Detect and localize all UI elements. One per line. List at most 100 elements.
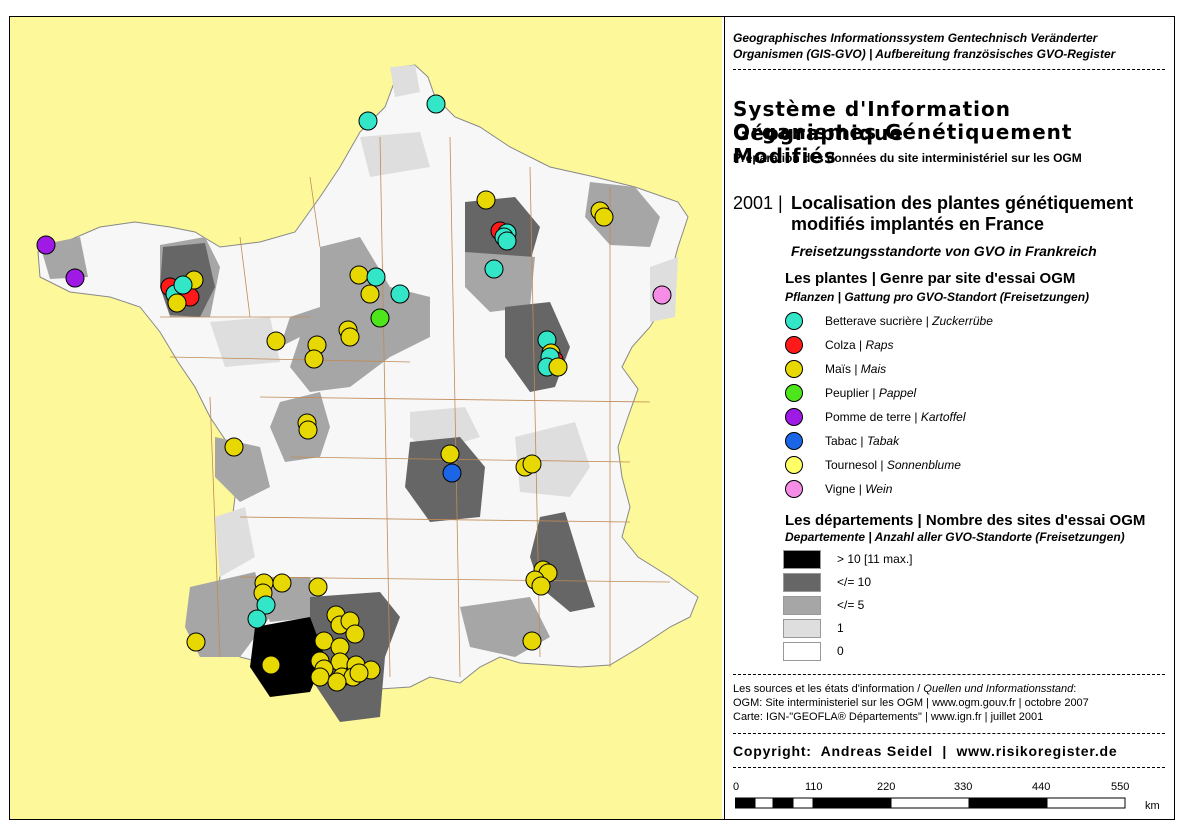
plant-dot-icon xyxy=(785,456,803,474)
scale-segment xyxy=(890,797,970,809)
dept-class-le5 xyxy=(185,572,270,657)
plant-legend-item: Tabac | Tabak xyxy=(783,430,899,452)
scale-unit-label: km xyxy=(1145,800,1160,812)
dept-class-1 xyxy=(215,507,255,577)
plant-site-marker xyxy=(173,275,193,295)
plant-name-de: Tabak xyxy=(866,434,900,448)
dept-class-1 xyxy=(390,65,420,97)
class-swatch xyxy=(783,595,821,615)
plant-site-marker xyxy=(310,667,330,687)
plant-legend-item: Maïs | Mais xyxy=(783,358,886,380)
plants-heading-german: Pflanzen | Gattung pro GVO-Standort (Fre… xyxy=(785,290,1090,304)
plant-name-fr: Maïs | xyxy=(825,362,861,376)
plant-legend-item: Tournesol | Sonnenblume xyxy=(783,454,961,476)
scale-tick-label: 0 xyxy=(733,781,740,793)
class-label: > 10 [11 max.] xyxy=(837,552,913,566)
class-label: 0 xyxy=(837,644,844,658)
german-title-line1: Geographisches Informationssystem Gentec… xyxy=(733,31,1098,45)
scale-tick-label: 220 xyxy=(877,781,896,793)
department-class-item: 0 xyxy=(783,641,844,661)
plant-dot-icon xyxy=(785,480,803,498)
plant-site-marker xyxy=(340,327,360,347)
plant-site-marker xyxy=(594,207,614,227)
plant-dot-icon xyxy=(785,384,803,402)
plant-name-de: Pappel xyxy=(878,386,917,400)
plant-site-marker xyxy=(327,672,347,692)
divider xyxy=(733,733,1165,734)
plant-site-marker xyxy=(484,259,504,279)
plant-name-de: Mais xyxy=(860,362,887,376)
legend-panel: Geographisches Informationssystem Gentec… xyxy=(724,17,1174,819)
plant-site-marker xyxy=(256,595,276,615)
plant-site-marker xyxy=(304,349,324,369)
scale-tick-label: 330 xyxy=(954,781,973,793)
department-class-item: </= 10 xyxy=(783,572,871,592)
plant-site-marker xyxy=(261,655,281,675)
departments-heading-german: Departemente | Anzahl aller GVO-Standort… xyxy=(785,530,1125,544)
department-class-item: > 10 [11 max.] xyxy=(783,549,913,569)
plant-name-de: Wein xyxy=(865,482,893,496)
scale-segment xyxy=(812,797,892,809)
scale-segment xyxy=(735,797,756,809)
plant-site-marker xyxy=(522,454,542,474)
plant-legend-item: Peuplier | Pappel xyxy=(783,382,916,404)
scale-segment xyxy=(792,797,814,809)
department-class-item: 1 xyxy=(783,618,844,638)
main-title-line1: Système d'Information Géographique xyxy=(733,97,1011,145)
department-class-item: </= 5 xyxy=(783,595,864,615)
plant-legend-item: Vigne | Wein xyxy=(783,478,892,500)
plant-site-marker xyxy=(349,265,369,285)
plant-dot-icon xyxy=(785,408,803,426)
dept-class-max xyxy=(250,617,325,697)
divider xyxy=(733,767,1165,768)
plant-site-marker xyxy=(308,577,328,597)
scale-segment xyxy=(1046,797,1126,809)
plant-site-marker xyxy=(548,357,568,377)
sources-line1: Les sources et les états d'information /… xyxy=(733,683,1077,695)
map-title-line1: Localisation des plantes génétiquement xyxy=(791,193,1134,213)
divider xyxy=(733,674,1165,675)
plant-site-marker xyxy=(266,331,286,351)
scale-bar xyxy=(735,797,1126,809)
plant-site-marker xyxy=(247,609,267,629)
plant-name-de: Zuckerrübe xyxy=(932,314,993,328)
map-title: Localisation des plantes génétiquement m… xyxy=(791,193,1171,235)
scale-tick-label: 550 xyxy=(1111,781,1130,793)
scale-segment xyxy=(772,797,794,809)
plants-heading: Les plantes | Genre par site d'essai OGM xyxy=(785,270,1076,287)
plant-site-marker xyxy=(186,632,206,652)
map-title-german: Freisetzungsstandorte von GVO in Frankre… xyxy=(791,243,1097,259)
plant-name-fr: Tournesol | xyxy=(825,458,887,472)
plant-site-marker xyxy=(224,437,244,457)
plant-site-marker xyxy=(370,308,390,328)
sources-line2: OGM: Site interministeriel sur les OGM |… xyxy=(733,697,1089,709)
plant-name-fr: Pomme de terre | xyxy=(825,410,921,424)
plant-sites xyxy=(36,94,672,692)
class-swatch xyxy=(783,641,821,661)
plant-name-de: Sonnenblume xyxy=(886,458,961,472)
plant-name-fr: Tabac | xyxy=(825,434,867,448)
plant-site-marker xyxy=(314,631,334,651)
plant-legend-item: Pomme de terre | Kartoffel xyxy=(783,406,966,428)
map-year: 2001 | xyxy=(733,193,783,213)
plant-site-marker xyxy=(167,293,187,313)
plant-name-fr: Betterave sucrière | xyxy=(825,314,933,328)
plant-site-marker xyxy=(442,463,462,483)
dept-class-le5 xyxy=(465,252,535,312)
plant-site-marker xyxy=(497,231,517,251)
plant-site-marker xyxy=(272,573,292,593)
plant-site-marker xyxy=(390,284,410,304)
plant-name-fr: Vigne | xyxy=(825,482,866,496)
dept-class-le5 xyxy=(585,182,660,247)
class-swatch xyxy=(783,572,821,592)
plant-site-marker xyxy=(426,94,446,114)
map-title-line2: modifiés implantés en France xyxy=(791,214,1045,234)
plant-dot-icon xyxy=(785,312,803,330)
plant-site-marker xyxy=(298,420,318,440)
class-label: </= 10 xyxy=(837,575,872,589)
dept-class-1 xyxy=(515,422,590,497)
plant-name-de: Kartoffel xyxy=(920,410,966,424)
scale-segment xyxy=(754,797,774,809)
dept-class-1 xyxy=(210,317,280,367)
divider xyxy=(733,69,1165,70)
